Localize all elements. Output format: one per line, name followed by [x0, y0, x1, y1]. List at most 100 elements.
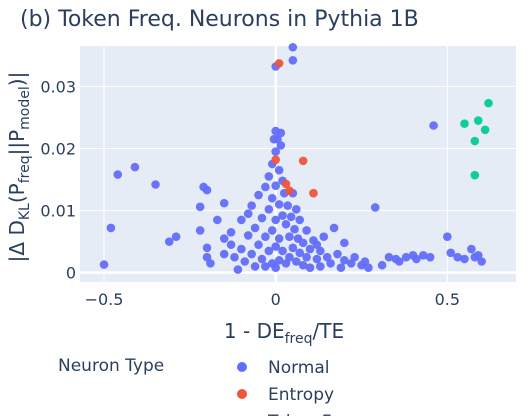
point-normal: [264, 205, 274, 214]
x-axis-label: 1 - DEfreq/TE: [224, 319, 344, 347]
point-token-frequency: [473, 116, 483, 125]
legend-label-token-frequency: Token Frequency: [267, 412, 410, 416]
point-normal: [254, 240, 263, 250]
point-normal: [384, 252, 394, 262]
point-normal: [305, 263, 315, 273]
point-entropy: [271, 155, 280, 164]
point-normal: [257, 254, 267, 264]
legend-label-normal: Normal: [268, 358, 330, 378]
point-token-frequency: [470, 170, 480, 180]
point-normal: [477, 257, 486, 266]
point-normal: [319, 232, 329, 241]
point-normal: [425, 252, 435, 262]
point-normal: [237, 215, 246, 225]
point-normal: [370, 203, 380, 212]
point-normal: [340, 255, 349, 265]
point-normal: [271, 181, 280, 191]
point-entropy: [274, 59, 284, 68]
point-normal: [240, 257, 250, 266]
point-normal: [286, 212, 296, 222]
point-normal: [316, 262, 325, 271]
legend-title: Neuron Type: [58, 356, 164, 376]
legend: Neuron Type Normal Entropy Token Frequency: [58, 356, 410, 416]
point-normal: [288, 42, 298, 52]
y-tick-labels: 0 0.01 0.02 0.03: [40, 77, 76, 282]
point-normal: [130, 162, 140, 172]
y-axis-label-sub1: KL: [17, 203, 33, 220]
point-normal: [283, 201, 293, 210]
point-normal: [219, 249, 229, 259]
x-axis-label-base: 1 - DE: [224, 319, 285, 343]
chart-title: (b) Token Freq. Neurons in Pythia 1B: [20, 7, 419, 32]
x-tick-label: −0.5: [85, 290, 124, 309]
point-normal: [206, 259, 215, 268]
y-axis-label-mid1: (P: [5, 183, 29, 203]
point-normal: [202, 185, 212, 195]
point-normal: [267, 226, 277, 235]
point-normal: [394, 257, 404, 266]
point-normal: [377, 260, 387, 270]
point-normal: [264, 246, 274, 256]
point-normal: [288, 55, 298, 65]
point-normal: [269, 134, 279, 144]
plot-area: [80, 46, 516, 282]
point-normal: [271, 242, 280, 251]
x-tick-labels: −0.5 0 0.5: [85, 290, 460, 309]
point-normal: [271, 263, 280, 273]
point-normal: [291, 257, 301, 266]
point-token-frequency: [484, 98, 493, 108]
point-normal: [213, 215, 222, 225]
point-token-frequency: [470, 136, 480, 146]
point-normal: [247, 249, 256, 259]
point-normal: [316, 246, 325, 256]
legend-label-entropy: Entropy: [268, 385, 334, 405]
point-normal: [285, 232, 294, 241]
point-normal: [247, 201, 256, 210]
point-normal: [467, 244, 476, 254]
point-entropy: [281, 179, 291, 189]
point-entropy: [285, 186, 294, 196]
point-normal: [285, 252, 294, 262]
point-normal: [288, 243, 298, 253]
point-normal: [298, 260, 308, 270]
y-axis-label-sub2: freq: [17, 155, 33, 183]
point-normal: [460, 254, 469, 264]
point-normal: [336, 263, 346, 273]
point-normal: [443, 232, 452, 241]
y-tick-label: 0.02: [40, 139, 76, 158]
point-normal: [195, 226, 205, 235]
point-normal: [219, 234, 229, 243]
point-normal: [305, 244, 315, 254]
point-normal: [278, 211, 287, 220]
point-normal: [164, 237, 174, 246]
point-normal: [226, 240, 236, 250]
point-normal: [274, 255, 284, 265]
point-normal: [302, 226, 311, 235]
x-axis-label-tail: /TE: [313, 319, 345, 343]
point-normal: [350, 252, 359, 262]
x-tick-label: 0.5: [435, 290, 460, 309]
data-points: [99, 42, 493, 274]
point-normal: [99, 260, 109, 269]
point-normal: [202, 243, 212, 253]
point-normal: [326, 259, 335, 268]
legend-items: Normal Entropy Token Frequency: [237, 358, 410, 416]
legend-marker-entropy: [237, 389, 247, 399]
point-normal: [274, 234, 284, 243]
point-normal: [274, 200, 284, 209]
point-normal: [261, 262, 270, 271]
point-normal: [276, 141, 286, 150]
point-normal: [261, 182, 270, 192]
y-axis-label-mid2: ||P: [5, 130, 29, 156]
point-normal: [257, 213, 267, 223]
point-normal: [243, 231, 253, 240]
point-normal: [233, 265, 243, 274]
x-tick-label: 0: [271, 290, 281, 309]
point-normal: [276, 128, 286, 138]
point-entropy: [309, 188, 318, 198]
point-normal: [329, 223, 339, 233]
point-normal: [429, 121, 438, 130]
point-normal: [113, 170, 123, 179]
point-normal: [237, 244, 246, 254]
